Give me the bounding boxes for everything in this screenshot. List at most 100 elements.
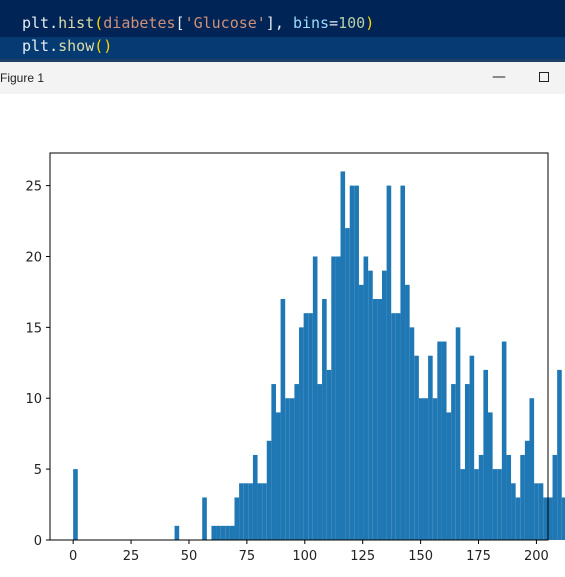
code-line-2[interactable]: plt.show() bbox=[22, 37, 113, 55]
histogram-bar bbox=[492, 469, 498, 540]
histogram-bar bbox=[275, 412, 281, 540]
minimize-button[interactable]: — bbox=[492, 69, 506, 85]
figure-window-titlebar: Figure 1 — bbox=[0, 62, 565, 94]
code-token-function: hist bbox=[58, 14, 95, 32]
histogram-bar bbox=[345, 228, 350, 540]
histogram-bar bbox=[252, 454, 258, 540]
code-token-function: show bbox=[58, 37, 95, 55]
histogram-bar bbox=[312, 256, 318, 540]
histogram-bars bbox=[73, 171, 565, 540]
x-tick-label: 175 bbox=[466, 549, 491, 564]
histogram-bar bbox=[441, 341, 447, 540]
x-tick-label: 150 bbox=[408, 549, 433, 564]
code-token-variable: diabetes bbox=[103, 14, 176, 32]
x-tick-label: 25 bbox=[123, 549, 140, 564]
x-tick-label: 50 bbox=[181, 549, 198, 564]
x-tick-label: 100 bbox=[292, 549, 317, 564]
histogram-bar bbox=[428, 355, 433, 540]
code-token-keyword: bins bbox=[292, 14, 330, 32]
histogram-bar bbox=[285, 398, 290, 540]
code-line-1[interactable]: plt.hist(diabetes['Glucose'], bins=100) bbox=[22, 14, 375, 32]
histogram-bar bbox=[405, 284, 410, 540]
histogram-bar bbox=[308, 313, 313, 540]
histogram-bar bbox=[174, 525, 180, 540]
histogram-chart: 0 25 50 75 100 125 150 175 200 0 5 10 15 20 25 bbox=[25, 152, 565, 564]
y-tick-label: 5 bbox=[34, 463, 42, 478]
window-title: Figure 1 bbox=[0, 71, 45, 85]
plot-frame bbox=[49, 152, 549, 541]
maximize-icon bbox=[539, 72, 549, 82]
histogram-bar bbox=[543, 497, 548, 540]
histogram-bar bbox=[395, 313, 401, 540]
code-token-string: 'Glucose' bbox=[184, 14, 266, 32]
x-tick-label: 0 bbox=[69, 549, 77, 564]
current-line-highlight bbox=[0, 37, 565, 59]
histogram-bar bbox=[552, 454, 558, 540]
y-tick-label: 10 bbox=[25, 392, 42, 407]
histogram-bar bbox=[335, 256, 341, 540]
histogram-bar bbox=[294, 384, 300, 540]
histogram-bar bbox=[400, 185, 406, 540]
histogram-bar bbox=[303, 313, 309, 540]
histogram-bar bbox=[372, 299, 378, 540]
y-tick-label: 25 bbox=[25, 180, 42, 195]
histogram-bar bbox=[229, 525, 235, 540]
y-tick-label: 0 bbox=[34, 534, 42, 549]
histogram-bar bbox=[451, 384, 456, 540]
histogram-bar bbox=[483, 369, 489, 540]
y-tick-label: 20 bbox=[25, 250, 42, 265]
histogram-bar bbox=[377, 299, 382, 540]
histogram-bar bbox=[386, 185, 392, 540]
code-cell: plt.hist(diabetes['Glucose'], bins=100) … bbox=[0, 0, 565, 62]
histogram-bar bbox=[511, 483, 516, 540]
histogram-bar bbox=[506, 454, 512, 540]
histogram-bar bbox=[317, 384, 323, 540]
histogram-bar bbox=[257, 483, 263, 540]
histogram-bar bbox=[497, 469, 502, 540]
histogram-bar bbox=[211, 525, 217, 540]
code-token-object: plt bbox=[22, 14, 50, 32]
histogram-bar bbox=[234, 497, 240, 540]
x-axis-ticks: 0 25 50 75 100 125 150 175 200 bbox=[69, 540, 549, 564]
histogram-bar bbox=[271, 384, 276, 540]
histogram-bar bbox=[538, 483, 544, 540]
histogram-bar bbox=[340, 171, 346, 540]
x-tick-label: 125 bbox=[350, 549, 375, 564]
histogram-bar bbox=[432, 398, 438, 540]
histogram-bar bbox=[331, 256, 336, 540]
histogram-bar bbox=[561, 497, 565, 540]
histogram-bar bbox=[262, 483, 267, 540]
histogram-bar bbox=[423, 398, 429, 540]
y-axis-ticks: 0 5 10 15 20 25 bbox=[25, 180, 50, 549]
maximize-button[interactable] bbox=[534, 68, 554, 86]
histogram-bar bbox=[358, 284, 364, 540]
histogram-bar bbox=[455, 327, 461, 540]
histogram-bar bbox=[488, 412, 493, 540]
histogram-bar bbox=[524, 440, 530, 540]
histogram-bar bbox=[474, 469, 479, 540]
histogram-bar bbox=[248, 483, 253, 540]
code-cell-border bbox=[0, 59, 565, 62]
histogram-bar bbox=[368, 270, 373, 540]
histogram-bar bbox=[266, 440, 272, 540]
histogram-bar bbox=[326, 369, 332, 540]
histogram-bar bbox=[478, 454, 484, 540]
histogram-bar bbox=[557, 369, 562, 540]
histogram-bar bbox=[469, 355, 475, 540]
histogram-bar bbox=[239, 483, 244, 540]
histogram-bar bbox=[534, 483, 539, 540]
histogram-bar bbox=[391, 313, 396, 540]
histogram-bar bbox=[446, 412, 452, 540]
histogram-bar bbox=[520, 454, 525, 540]
histogram-bar bbox=[547, 497, 553, 540]
code-token-object: plt bbox=[22, 37, 50, 55]
histogram-bar bbox=[418, 398, 424, 540]
histogram-bar bbox=[299, 327, 304, 540]
code-token-number: 100 bbox=[338, 14, 366, 32]
histogram-bar bbox=[216, 525, 221, 540]
x-tick-label: 200 bbox=[524, 549, 549, 564]
histogram-bar bbox=[225, 525, 230, 540]
histogram-bar bbox=[349, 185, 355, 540]
histogram-bar bbox=[529, 398, 535, 540]
histogram-bar bbox=[354, 185, 359, 540]
